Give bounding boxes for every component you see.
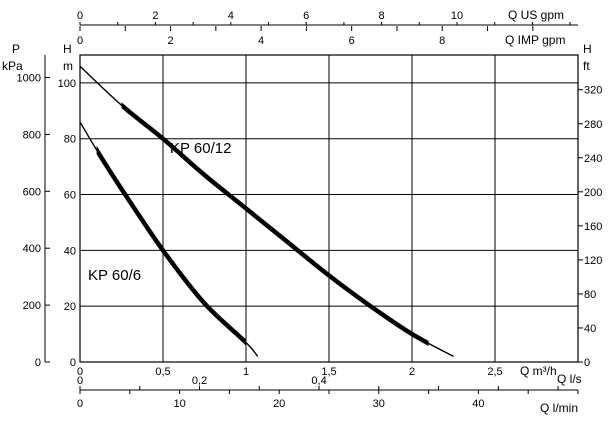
kpa-tick-label: 800 xyxy=(23,129,41,141)
us-gpm-tick-label: 6 xyxy=(303,10,309,22)
kpa-tick-label: 400 xyxy=(23,243,41,255)
l-min-tick-label: 40 xyxy=(472,398,484,410)
ft-tick-label: 280 xyxy=(584,119,602,131)
kpa-axis-unit: kPa xyxy=(2,59,23,73)
kpa-tick-label: 600 xyxy=(23,186,41,198)
y-tick-label-m: 100 xyxy=(58,78,76,90)
us-gpm-tick-label: 0 xyxy=(77,10,83,22)
us-gpm-tick-label: 2 xyxy=(152,10,158,22)
series-label-kp60-6: KP 60/6 xyxy=(88,267,141,284)
kpa-axis-title: P xyxy=(12,42,20,56)
ft-axis-unit: ft xyxy=(583,59,590,73)
l-min-tick-label: 0 xyxy=(77,398,83,410)
series-curve-thin xyxy=(80,122,258,356)
imp-gpm-tick-label: 0 xyxy=(77,35,83,47)
ft-tick-label: 240 xyxy=(584,153,602,165)
ft-tick-label: 120 xyxy=(584,255,602,267)
y-tick-label-m: 60 xyxy=(64,190,76,202)
x-tick-label-m3h: 0,5 xyxy=(155,366,170,378)
imp-gpm-tick-label: 8 xyxy=(439,35,445,47)
us-gpm-tick-label: 8 xyxy=(379,10,385,22)
series-curve-bold xyxy=(80,122,258,356)
kpa-tick-label: 0 xyxy=(35,357,41,369)
kpa-tick-label: 200 xyxy=(23,300,41,312)
x-tick-label-m3h: 1 xyxy=(243,366,249,378)
imp-gpm-tick-label: 2 xyxy=(167,35,173,47)
m-axis-unit: m xyxy=(63,59,73,73)
l-min-tick-label: 10 xyxy=(173,398,185,410)
y-tick-label-m: 0 xyxy=(70,357,76,369)
y-tick-label-m: 40 xyxy=(64,245,76,257)
l-s-axis-title: Q l/s xyxy=(557,372,582,386)
imp-gpm-tick-label: 6 xyxy=(349,35,355,47)
us-gpm-axis-title: Q US gpm xyxy=(508,8,564,22)
l-min-tick-label: 30 xyxy=(373,398,385,410)
m-axis-title: H xyxy=(63,42,72,56)
ft-tick-label: 40 xyxy=(584,323,596,335)
us-gpm-tick-label: 10 xyxy=(451,10,463,22)
x-tick-label-m3h: 2 xyxy=(409,366,415,378)
us-gpm-tick-label: 4 xyxy=(228,10,234,22)
l-min-axis-title: Q l/min xyxy=(540,401,578,415)
x-tick-label-m3h: 2,5 xyxy=(487,366,502,378)
ft-axis-title: H xyxy=(583,42,592,56)
l-min-tick-label: 20 xyxy=(273,398,285,410)
series-label-kp60-12: KP 60/12 xyxy=(170,140,231,157)
y-tick-label-m: 80 xyxy=(64,134,76,146)
ft-tick-label: 320 xyxy=(584,85,602,97)
l-s-tick-label: 0,4 xyxy=(311,375,326,387)
m3h-axis-title: Q m³/h xyxy=(520,364,557,378)
ft-tick-label: 160 xyxy=(584,221,602,233)
imp-gpm-tick-label: 4 xyxy=(258,35,264,47)
ft-tick-label: 200 xyxy=(584,187,602,199)
ft-tick-label: 0 xyxy=(584,357,590,369)
l-s-tick-label: 0 xyxy=(77,375,83,387)
y-tick-label-m: 20 xyxy=(64,301,76,313)
ft-tick-label: 80 xyxy=(584,289,596,301)
l-s-tick-label: 0,2 xyxy=(192,375,207,387)
kpa-tick-label: 1000 xyxy=(17,73,41,85)
imp-gpm-axis-title: Q IMP gpm xyxy=(505,33,565,47)
